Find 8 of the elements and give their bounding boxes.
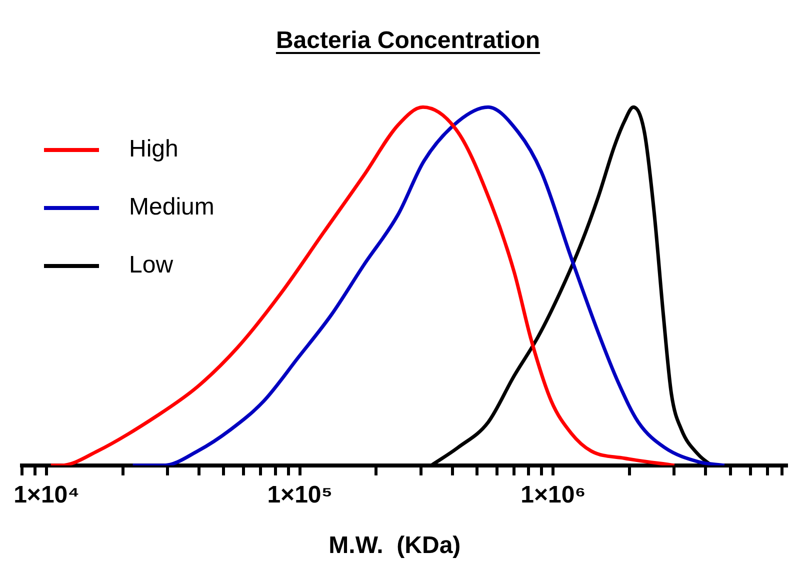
legend-label: High bbox=[129, 136, 178, 163]
chart-title: Bacteria Concentration bbox=[276, 27, 540, 54]
legend-label: Low bbox=[129, 252, 174, 279]
x-tick-label: 1×10⁶ bbox=[520, 481, 586, 508]
x-axis-title: M.W. (KDa) bbox=[328, 532, 461, 559]
legend-label: Medium bbox=[129, 194, 214, 221]
x-tick-label: 1×10⁴ bbox=[14, 481, 80, 508]
x-tick-label: 1×10⁵ bbox=[267, 481, 333, 508]
